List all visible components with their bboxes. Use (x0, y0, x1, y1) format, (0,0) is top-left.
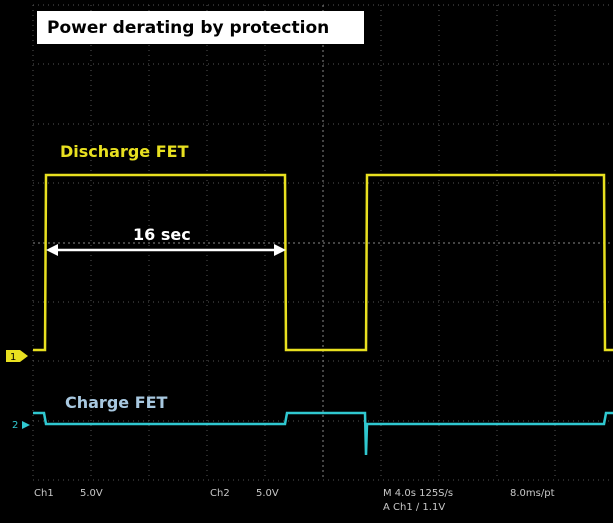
status: M 4.0s 125S/s (383, 488, 453, 499)
annotation: 16 sec (133, 225, 191, 244)
arrow-head (274, 244, 286, 256)
marker: 1 (10, 352, 16, 363)
trace-label: Charge FET (65, 393, 168, 412)
title-box (37, 11, 364, 44)
status: 5.0V (256, 488, 279, 499)
marker-arrow (22, 421, 30, 429)
charge-trace (33, 411, 613, 456)
trace-label: Discharge FET (60, 142, 189, 161)
status: Ch1 (34, 488, 54, 499)
marker: 2 (12, 420, 18, 431)
arrow-head (46, 244, 58, 256)
status: A Ch1 ∕ 1.1V (383, 502, 445, 513)
status: Ch2 (210, 488, 230, 499)
status: 8.0ms/pt (510, 488, 555, 499)
marker-tag (6, 350, 20, 362)
title: Power derating by protection (47, 18, 329, 38)
discharge-trace (33, 173, 613, 352)
status: 5.0V (80, 488, 103, 499)
marker-tag (20, 350, 28, 362)
